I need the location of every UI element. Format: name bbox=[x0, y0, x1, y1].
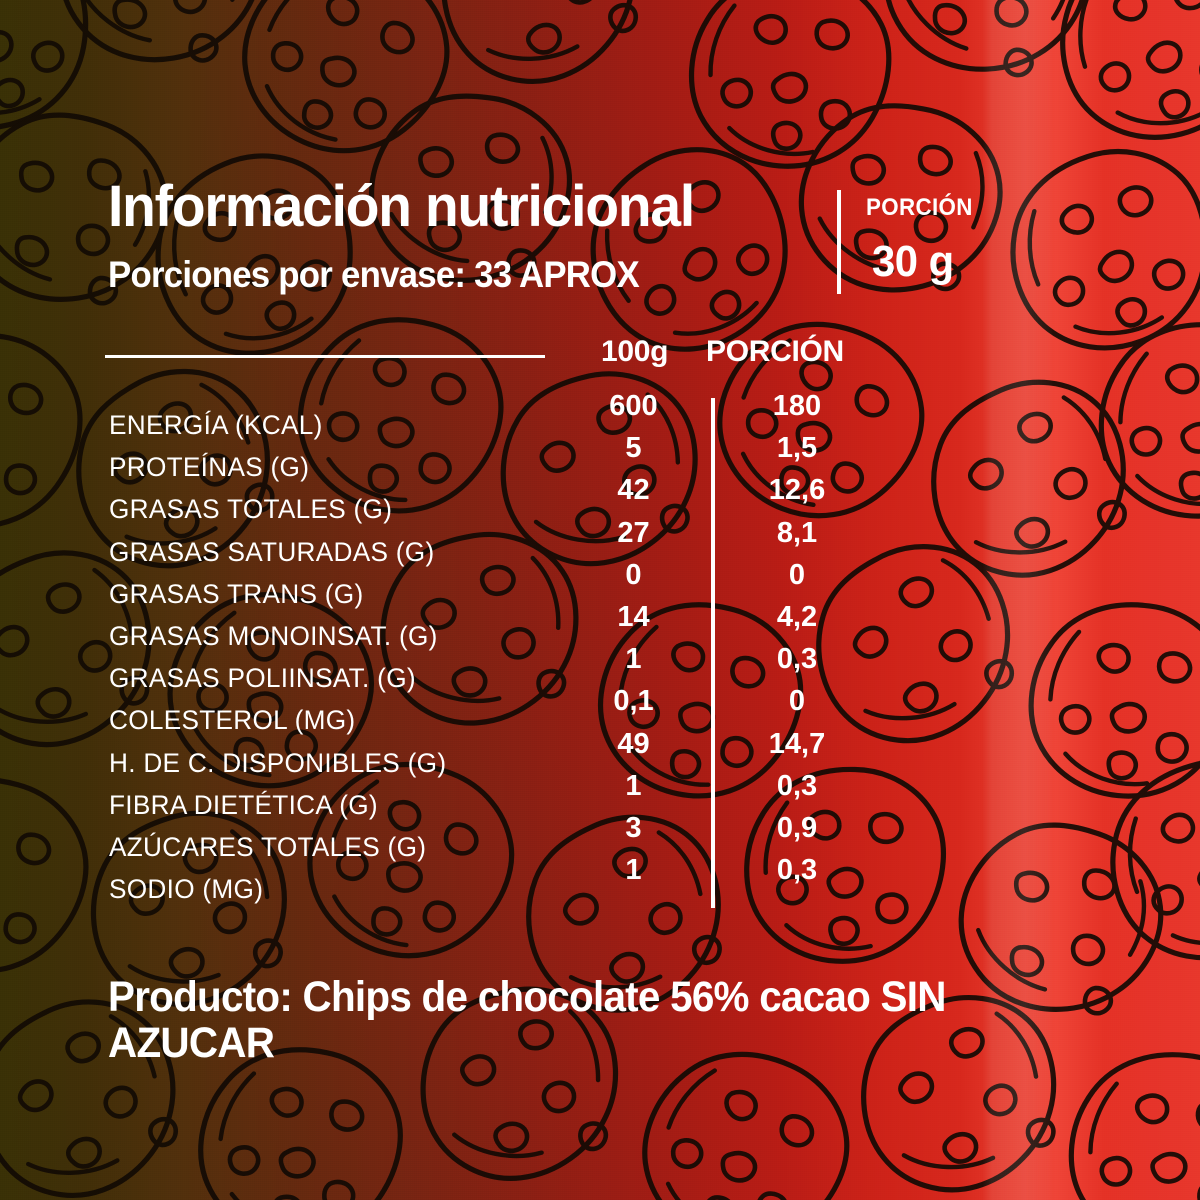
value-portion: 12,6 bbox=[768, 474, 826, 507]
nutrient-label: COLESTEROL (MG) bbox=[109, 705, 356, 736]
column-header-100g: 100g bbox=[601, 335, 669, 368]
value-portion: 1,5 bbox=[776, 432, 818, 465]
value-column-100g: 600 5 42 27 0 14 1 0,1 49 1 3 1 bbox=[571, 390, 696, 898]
nutrient-label: AZÚCARES TOTALES (G) bbox=[109, 831, 427, 862]
servings-per-container: Porciones por envase: 33 APROX bbox=[108, 254, 640, 295]
value-100g: 49 bbox=[617, 727, 650, 760]
value-portion: 0,3 bbox=[776, 643, 818, 676]
value-100g: 1 bbox=[625, 854, 642, 887]
value-100g: 0,1 bbox=[613, 685, 654, 718]
nutrient-label: FIBRA DIETÉTICA (G) bbox=[109, 789, 378, 820]
value-portion: 180 bbox=[772, 390, 822, 422]
value-portion: 0,3 bbox=[776, 769, 818, 802]
nutrient-label: GRASAS TRANS (G) bbox=[109, 578, 364, 609]
nutrient-label-column: ENERGÍA (KCAL) PROTEÍNAS (G) GRASAS TOTA… bbox=[109, 410, 457, 918]
column-header-portion: PORCIÓN bbox=[706, 335, 844, 368]
value-100g: 14 bbox=[617, 600, 650, 633]
value-100g: 600 bbox=[609, 390, 658, 422]
value-100g: 27 bbox=[617, 516, 650, 549]
value-100g: 1 bbox=[625, 769, 642, 802]
nutrient-label: GRASAS POLIINSAT. (G) bbox=[109, 663, 416, 694]
value-portion: 0 bbox=[788, 558, 806, 591]
value-100g: 42 bbox=[617, 474, 650, 507]
value-100g: 0 bbox=[625, 558, 642, 591]
page-title: Información nutricional bbox=[108, 174, 695, 239]
value-portion: 4,2 bbox=[776, 600, 818, 633]
value-100g: 1 bbox=[625, 643, 642, 676]
value-portion: 0,3 bbox=[776, 854, 818, 887]
value-portion: 14,7 bbox=[768, 727, 826, 760]
nutrient-label: H. DE C. DISPONIBLES (G) bbox=[109, 747, 447, 778]
value-portion: 0,9 bbox=[776, 811, 818, 844]
nutrient-label: SODIO (MG) bbox=[109, 874, 264, 905]
value-portion: 8,1 bbox=[776, 516, 818, 549]
product-description: Producto: Chips de chocolate 56% cacao S… bbox=[108, 973, 946, 1067]
nutrient-label: GRASAS TOTALES (G) bbox=[109, 494, 393, 525]
nutrient-label: PROTEÍNAS (G) bbox=[109, 452, 310, 483]
header-rule bbox=[105, 355, 545, 358]
serving-divider bbox=[837, 190, 841, 294]
nutrient-label: GRASAS SATURADAS (G) bbox=[109, 536, 435, 567]
serving-size-value: 30 g bbox=[872, 237, 954, 286]
serving-size-label: PORCIÓN bbox=[866, 194, 973, 221]
value-column-portion: 180 1,5 12,6 8,1 0 4,2 0,3 0 14,7 0,3 0,… bbox=[722, 390, 872, 898]
value-100g: 5 bbox=[625, 432, 642, 465]
nutrient-label: GRASAS MONOINSAT. (G) bbox=[109, 620, 438, 651]
value-100g: 3 bbox=[625, 811, 642, 844]
column-divider bbox=[711, 398, 715, 908]
nutrient-label: ENERGÍA (KCAL) bbox=[109, 410, 323, 440]
value-portion: 0 bbox=[788, 685, 806, 718]
